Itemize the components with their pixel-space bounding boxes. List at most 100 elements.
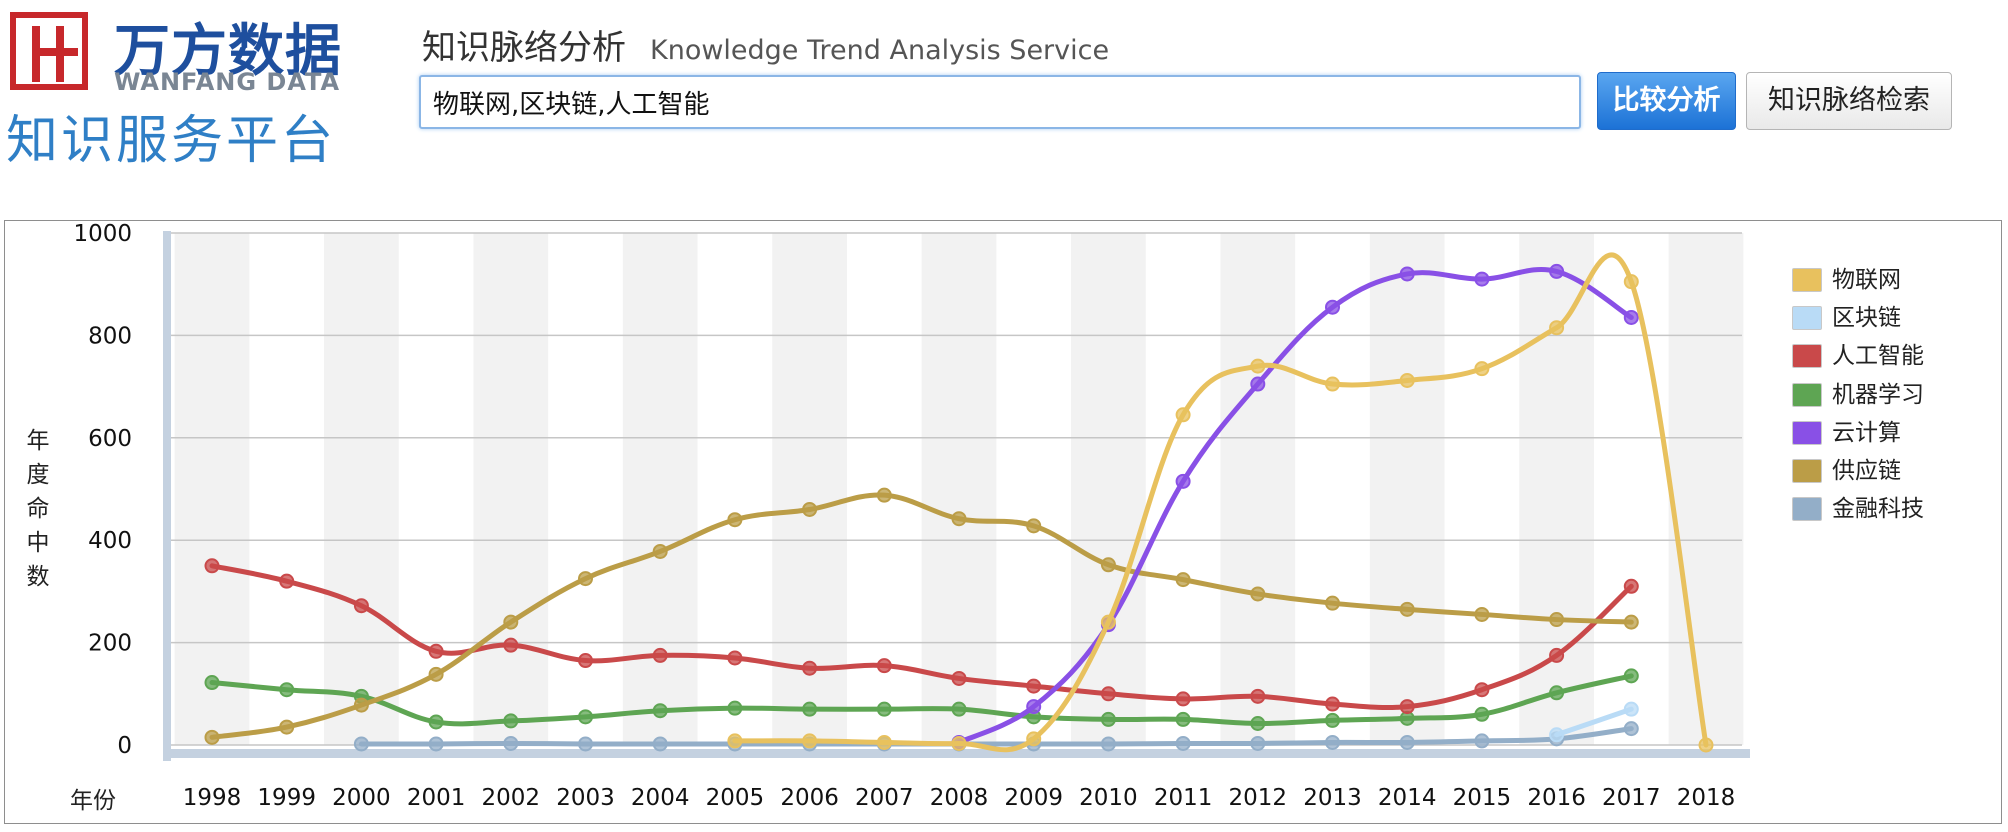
- data-point: [504, 737, 517, 750]
- x-tick-label: 2002: [482, 785, 541, 811]
- legend-label: 机器学习: [1832, 381, 1924, 409]
- data-point: [803, 662, 816, 675]
- data-point: [1326, 378, 1339, 391]
- y-tick-label: 200: [88, 631, 132, 657]
- data-point: [1177, 408, 1190, 421]
- data-point: [1027, 700, 1040, 713]
- data-point: [1251, 360, 1264, 373]
- data-point: [654, 545, 667, 558]
- data-point: [1102, 713, 1115, 726]
- x-tick-label: 2004: [631, 785, 690, 811]
- data-point: [1251, 717, 1264, 730]
- column-band: [1669, 233, 1744, 745]
- legend-label: 物联网: [1832, 266, 1901, 294]
- data-point: [430, 715, 443, 728]
- column-band: [175, 233, 250, 745]
- legend-label: 人工智能: [1832, 342, 1924, 370]
- x-tick-label: 2014: [1378, 785, 1437, 811]
- data-point: [1027, 732, 1040, 745]
- data-point: [579, 654, 592, 667]
- data-point: [579, 737, 592, 750]
- data-point: [1326, 698, 1339, 711]
- data-point: [1625, 275, 1638, 288]
- data-point: [1251, 587, 1264, 600]
- data-point: [1177, 573, 1190, 586]
- data-point: [206, 676, 219, 689]
- data-point: [654, 649, 667, 662]
- data-point: [504, 639, 517, 652]
- data-point: [1251, 378, 1264, 391]
- data-point: [803, 703, 816, 716]
- data-point: [579, 572, 592, 585]
- data-point: [206, 731, 219, 744]
- data-point: [1550, 321, 1563, 334]
- data-point: [953, 512, 966, 525]
- x-tick-label: 2011: [1154, 785, 1213, 811]
- data-point: [1550, 686, 1563, 699]
- data-point: [430, 668, 443, 681]
- data-point: [579, 710, 592, 723]
- x-tick-label: 1999: [257, 785, 316, 811]
- data-point: [1401, 603, 1414, 616]
- data-point: [355, 737, 368, 750]
- data-point: [953, 672, 966, 685]
- data-point: [728, 734, 741, 747]
- data-point: [504, 714, 517, 727]
- data-point: [728, 651, 741, 664]
- y-tick-label: 600: [88, 426, 132, 452]
- y-tick-label: 400: [88, 528, 132, 554]
- data-point: [728, 513, 741, 526]
- legend-label: 云计算: [1832, 419, 1901, 447]
- data-point: [1401, 374, 1414, 387]
- legend-label: 金融科技: [1832, 495, 1924, 523]
- data-point: [1177, 692, 1190, 705]
- data-point: [280, 575, 293, 588]
- x-tick-label: 2000: [332, 785, 391, 811]
- x-tick-label: 2017: [1602, 785, 1661, 811]
- data-point: [1625, 722, 1638, 735]
- data-point: [504, 616, 517, 629]
- column-band: [473, 233, 548, 745]
- data-point: [1401, 700, 1414, 713]
- data-point: [1550, 265, 1563, 278]
- data-point: [878, 703, 891, 716]
- y-tick-label: 800: [88, 323, 132, 349]
- data-point: [1027, 680, 1040, 693]
- legend-label: 区块链: [1832, 304, 1901, 332]
- data-point: [1625, 580, 1638, 593]
- data-point: [206, 559, 219, 572]
- data-point: [1625, 616, 1638, 629]
- data-point: [1625, 311, 1638, 324]
- data-point: [1475, 362, 1488, 375]
- x-tick-label: 2007: [855, 785, 914, 811]
- data-point: [1326, 736, 1339, 749]
- data-point: [1177, 475, 1190, 488]
- data-point: [1475, 273, 1488, 286]
- data-point: [1550, 613, 1563, 626]
- x-tick-label: 2008: [930, 785, 989, 811]
- x-tick-label: 2005: [706, 785, 765, 811]
- data-point: [1550, 649, 1563, 662]
- y-axis: [163, 231, 171, 761]
- data-point: [953, 703, 966, 716]
- legend-swatch: [1792, 268, 1822, 292]
- data-point: [1102, 687, 1115, 700]
- column-band: [623, 233, 698, 745]
- legend-swatch: [1792, 421, 1822, 445]
- data-point: [280, 721, 293, 734]
- data-point: [1177, 737, 1190, 750]
- data-point: [1401, 736, 1414, 749]
- x-tick-label: 2001: [407, 785, 466, 811]
- column-band: [324, 233, 399, 745]
- data-point: [1326, 597, 1339, 610]
- column-band: [1220, 233, 1295, 745]
- data-point: [1475, 683, 1488, 696]
- data-point: [1475, 708, 1488, 721]
- data-point: [1102, 616, 1115, 629]
- data-point: [878, 489, 891, 502]
- data-point: [803, 503, 816, 516]
- column-band: [922, 233, 997, 745]
- data-point: [1251, 690, 1264, 703]
- x-tick-label: 1998: [183, 785, 242, 811]
